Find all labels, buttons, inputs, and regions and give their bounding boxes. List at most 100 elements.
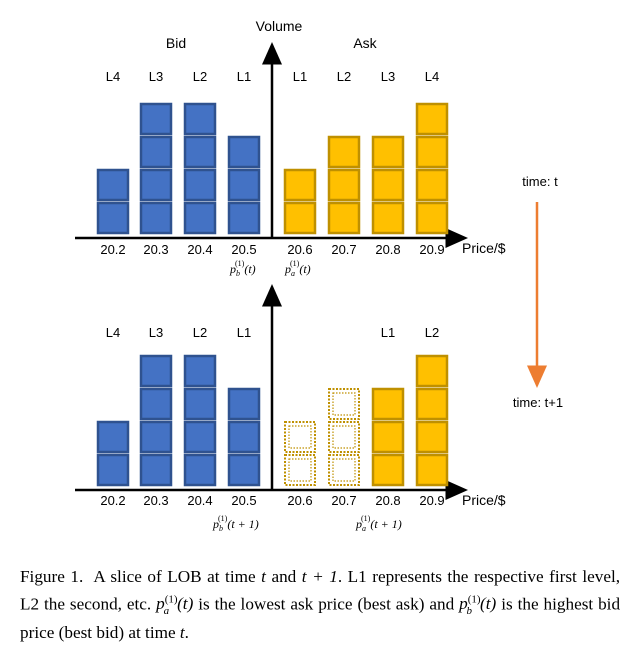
bottom-empty-block-5-2 — [328, 388, 360, 420]
lob-figure: Volume Bid Ask Price/$ Price/$ L4 L3 L2 L1 L… — [75, 18, 563, 533]
svg-text:pa(1)(t): pa(1)(t) — [284, 259, 311, 278]
bottom-price-label-3: 20.5 — [231, 493, 256, 508]
caption-best-ask-symbol: p(1)a (t) — [156, 593, 194, 617]
bottom-bid-block-1-1 — [139, 420, 173, 454]
top-level-label-7: L4 — [425, 69, 439, 84]
top-ask-block-7-0 — [415, 201, 449, 235]
caption-t-end: t — [179, 623, 185, 643]
bottom-ask-block-6-0 — [371, 453, 405, 487]
top-level-label-5: L2 — [337, 69, 351, 84]
top-price-label-7: 20.9 — [419, 242, 444, 257]
top-bid-block-1-0 — [139, 201, 173, 235]
top-level-labels: L4 L3 L2 L1 L1 L2 L3 L4 — [106, 69, 439, 84]
bottom-bid-block-2-0 — [183, 453, 217, 487]
top-ask-block-4-1 — [283, 168, 317, 202]
bottom-price-labels: 20.2 20.3 20.4 20.5 20.6 20.7 20.8 20.9 — [100, 493, 444, 508]
figure-caption: Figure 1. A slice of LOB at time t and t… — [20, 566, 620, 645]
top-level-label-1: L3 — [149, 69, 163, 84]
bottom-price-axis-label: Price/$ — [462, 492, 506, 508]
top-bid-block-2-0 — [183, 201, 217, 235]
caption-text-3: is the lowest ask price (best ask) and — [198, 594, 455, 614]
top-best-ask-label: pa(1)(t) — [284, 259, 311, 278]
time-t1-label: time: t+1 — [513, 395, 563, 410]
bottom-bid-block-1-0 — [139, 453, 173, 487]
bottom-bid-block-2-2 — [183, 387, 217, 421]
caption-text-1: A slice of LOB at time — [93, 567, 256, 586]
top-ask-block-5-0 — [327, 201, 361, 235]
bottom-bid-block-3-2 — [227, 387, 261, 421]
bottom-empty-block-5-1 — [328, 421, 360, 453]
bottom-price-label-6: 20.8 — [375, 493, 400, 508]
top-bid-block-0-1 — [96, 168, 130, 202]
bottom-ask-block-7-2 — [415, 387, 449, 421]
bottom-bid-block-3-1 — [227, 420, 261, 454]
bottom-level-label-3: L1 — [237, 325, 251, 340]
top-price-label-1: 20.3 — [143, 242, 168, 257]
bottom-level-label-6: L1 — [381, 325, 395, 340]
bottom-price-label-4: 20.6 — [287, 493, 312, 508]
bottom-ask-block-7-0 — [415, 453, 449, 487]
svg-text:pb(1)(t): pb(1)(t) — [229, 259, 256, 278]
bottom-level-label-7: L2 — [425, 325, 439, 340]
bottom-level-labels: L4 L3 L2 L1 L1 L2 — [106, 325, 439, 340]
top-price-label-5: 20.7 — [331, 242, 356, 257]
top-ask-block-6-2 — [371, 135, 405, 169]
bottom-ask-block-6-1 — [371, 420, 405, 454]
top-bid-block-3-2 — [227, 135, 261, 169]
caption-period: . — [184, 623, 189, 643]
caption-text-4: is the highest bid price (best bid) at t… — [20, 594, 621, 643]
ask-side-label: Ask — [353, 35, 377, 51]
top-bid-block-3-0 — [227, 201, 261, 235]
bottom-bid-block-0-0 — [96, 453, 130, 487]
bottom-bid-block-0-1 — [96, 420, 130, 454]
bottom-bid-block-2-3 — [183, 354, 217, 388]
bottom-ask-block-7-3 — [415, 354, 449, 388]
top-bid-block-1-1 — [139, 168, 173, 202]
top-level-label-3: L1 — [237, 69, 251, 84]
top-bid-block-2-2 — [183, 135, 217, 169]
bottom-order-blocks — [96, 354, 449, 487]
bottom-bid-block-1-3 — [139, 354, 173, 388]
top-bid-block-3-1 — [227, 168, 261, 202]
top-price-labels: 20.2 20.3 20.4 20.5 20.6 20.7 20.8 20.9 — [100, 242, 444, 257]
bottom-empty-block-inner-5-0 — [332, 458, 356, 482]
bottom-empty-block-inner-5-2 — [332, 392, 356, 416]
bottom-price-label-5: 20.7 — [331, 493, 356, 508]
caption-prefix: Figure 1. — [20, 567, 84, 586]
top-ask-block-5-2 — [327, 135, 361, 169]
caption-text-2: . L1 represents the respective first lev… — [20, 567, 621, 614]
caption-best-bid-symbol: p(1)b (t) — [459, 593, 497, 617]
bottom-level-label-1: L3 — [149, 325, 163, 340]
bottom-bid-block-3-0 — [227, 453, 261, 487]
top-level-label-2: L2 — [193, 69, 207, 84]
bottom-best-ask-label: pa(1)(t + 1) — [355, 514, 402, 533]
bottom-empty-block-inner-4-0 — [288, 458, 312, 482]
bottom-best-bid-label: pb(1)(t + 1) — [212, 514, 259, 533]
bottom-price-label-7: 20.9 — [419, 493, 444, 508]
volume-axis-label: Volume — [256, 18, 303, 34]
time-t-label: time: t — [522, 174, 558, 189]
top-bid-block-1-2 — [139, 135, 173, 169]
top-level-label-6: L3 — [381, 69, 395, 84]
bottom-empty-block-5-0 — [328, 454, 360, 486]
top-ask-block-7-1 — [415, 168, 449, 202]
bottom-empty-block-inner-4-1 — [288, 425, 312, 449]
caption-t: t — [261, 567, 266, 586]
bottom-empty-block-inner-5-1 — [332, 425, 356, 449]
bottom-ask-block-6-2 — [371, 387, 405, 421]
top-ask-block-6-0 — [371, 201, 405, 235]
bottom-level-label-0: L4 — [106, 325, 120, 340]
top-level-label-4: L1 — [293, 69, 307, 84]
svg-text:pa(1)(t + 1): pa(1)(t + 1) — [355, 514, 402, 533]
bottom-price-label-2: 20.4 — [187, 493, 212, 508]
top-ask-block-5-1 — [327, 168, 361, 202]
top-price-label-6: 20.8 — [375, 242, 400, 257]
bottom-price-label-0: 20.2 — [100, 493, 125, 508]
top-ask-block-4-0 — [283, 201, 317, 235]
bottom-level-label-2: L2 — [193, 325, 207, 340]
caption-t1: t + 1 — [301, 567, 338, 586]
bottom-empty-block-4-1 — [284, 421, 316, 453]
top-price-label-2: 20.4 — [187, 242, 212, 257]
top-bid-block-2-1 — [183, 168, 217, 202]
bottom-bid-block-1-2 — [139, 387, 173, 421]
